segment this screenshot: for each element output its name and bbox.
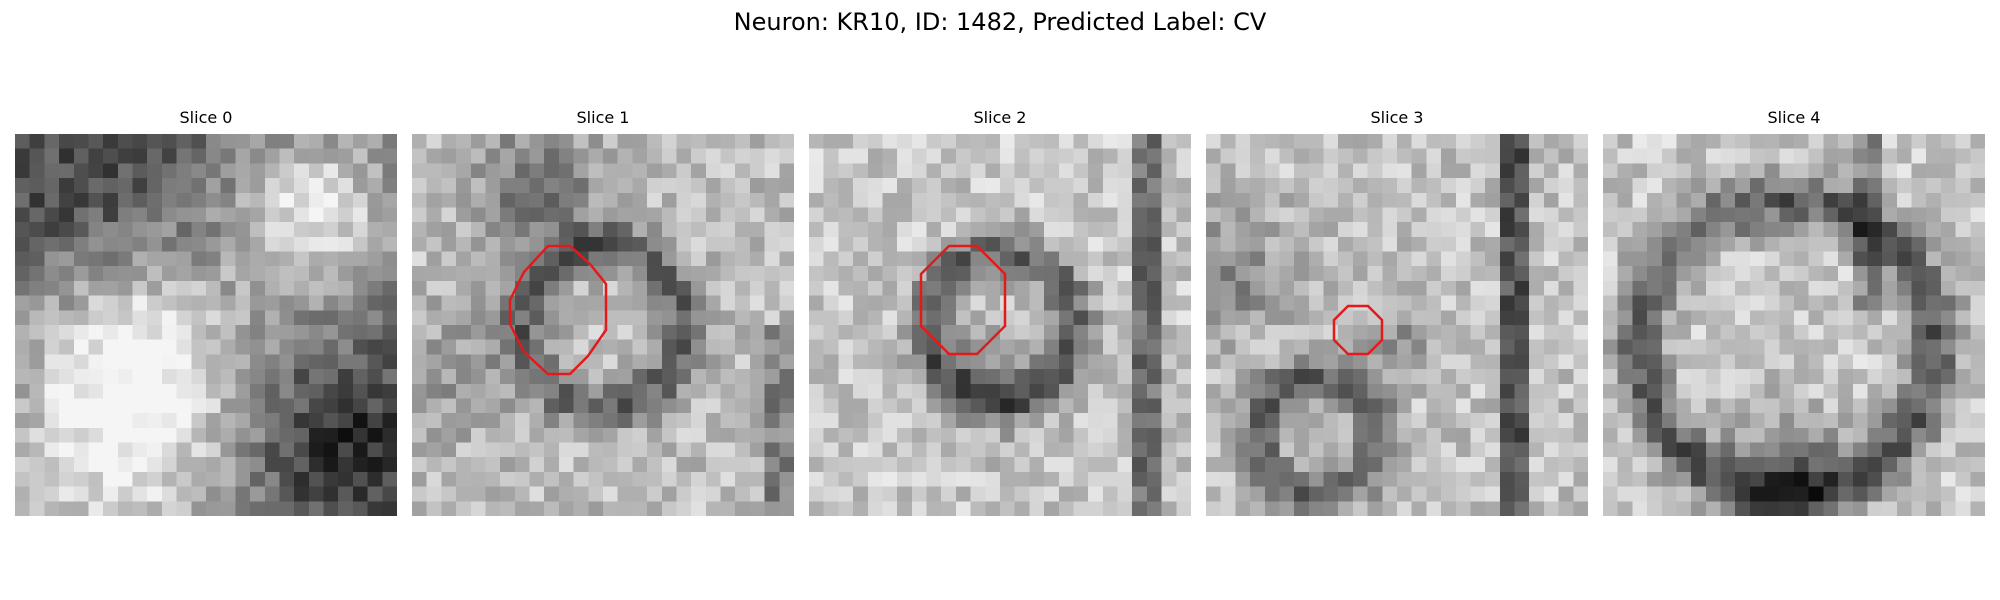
slice-panel-0: Slice 0 — [15, 108, 397, 516]
slice-title-0: Slice 0 — [179, 108, 233, 127]
slice-image-1 — [412, 134, 794, 516]
slice-title-3: Slice 3 — [1370, 108, 1424, 127]
slice-image-4 — [1603, 134, 1985, 516]
slice-image-3 — [1206, 134, 1588, 516]
slice-panel-3: Slice 3 — [1206, 108, 1588, 516]
slice-panel-4: Slice 4 — [1603, 108, 1985, 516]
slice-panel-2: Slice 2 — [809, 108, 1191, 516]
slice-image-2 — [809, 134, 1191, 516]
slice-title-1: Slice 1 — [576, 108, 630, 127]
slice-title-4: Slice 4 — [1767, 108, 1821, 127]
slice-panel-1: Slice 1 — [412, 108, 794, 516]
slice-title-2: Slice 2 — [973, 108, 1027, 127]
figure-title: Neuron: KR10, ID: 1482, Predicted Label:… — [733, 8, 1267, 36]
slice-image-0 — [15, 134, 397, 516]
